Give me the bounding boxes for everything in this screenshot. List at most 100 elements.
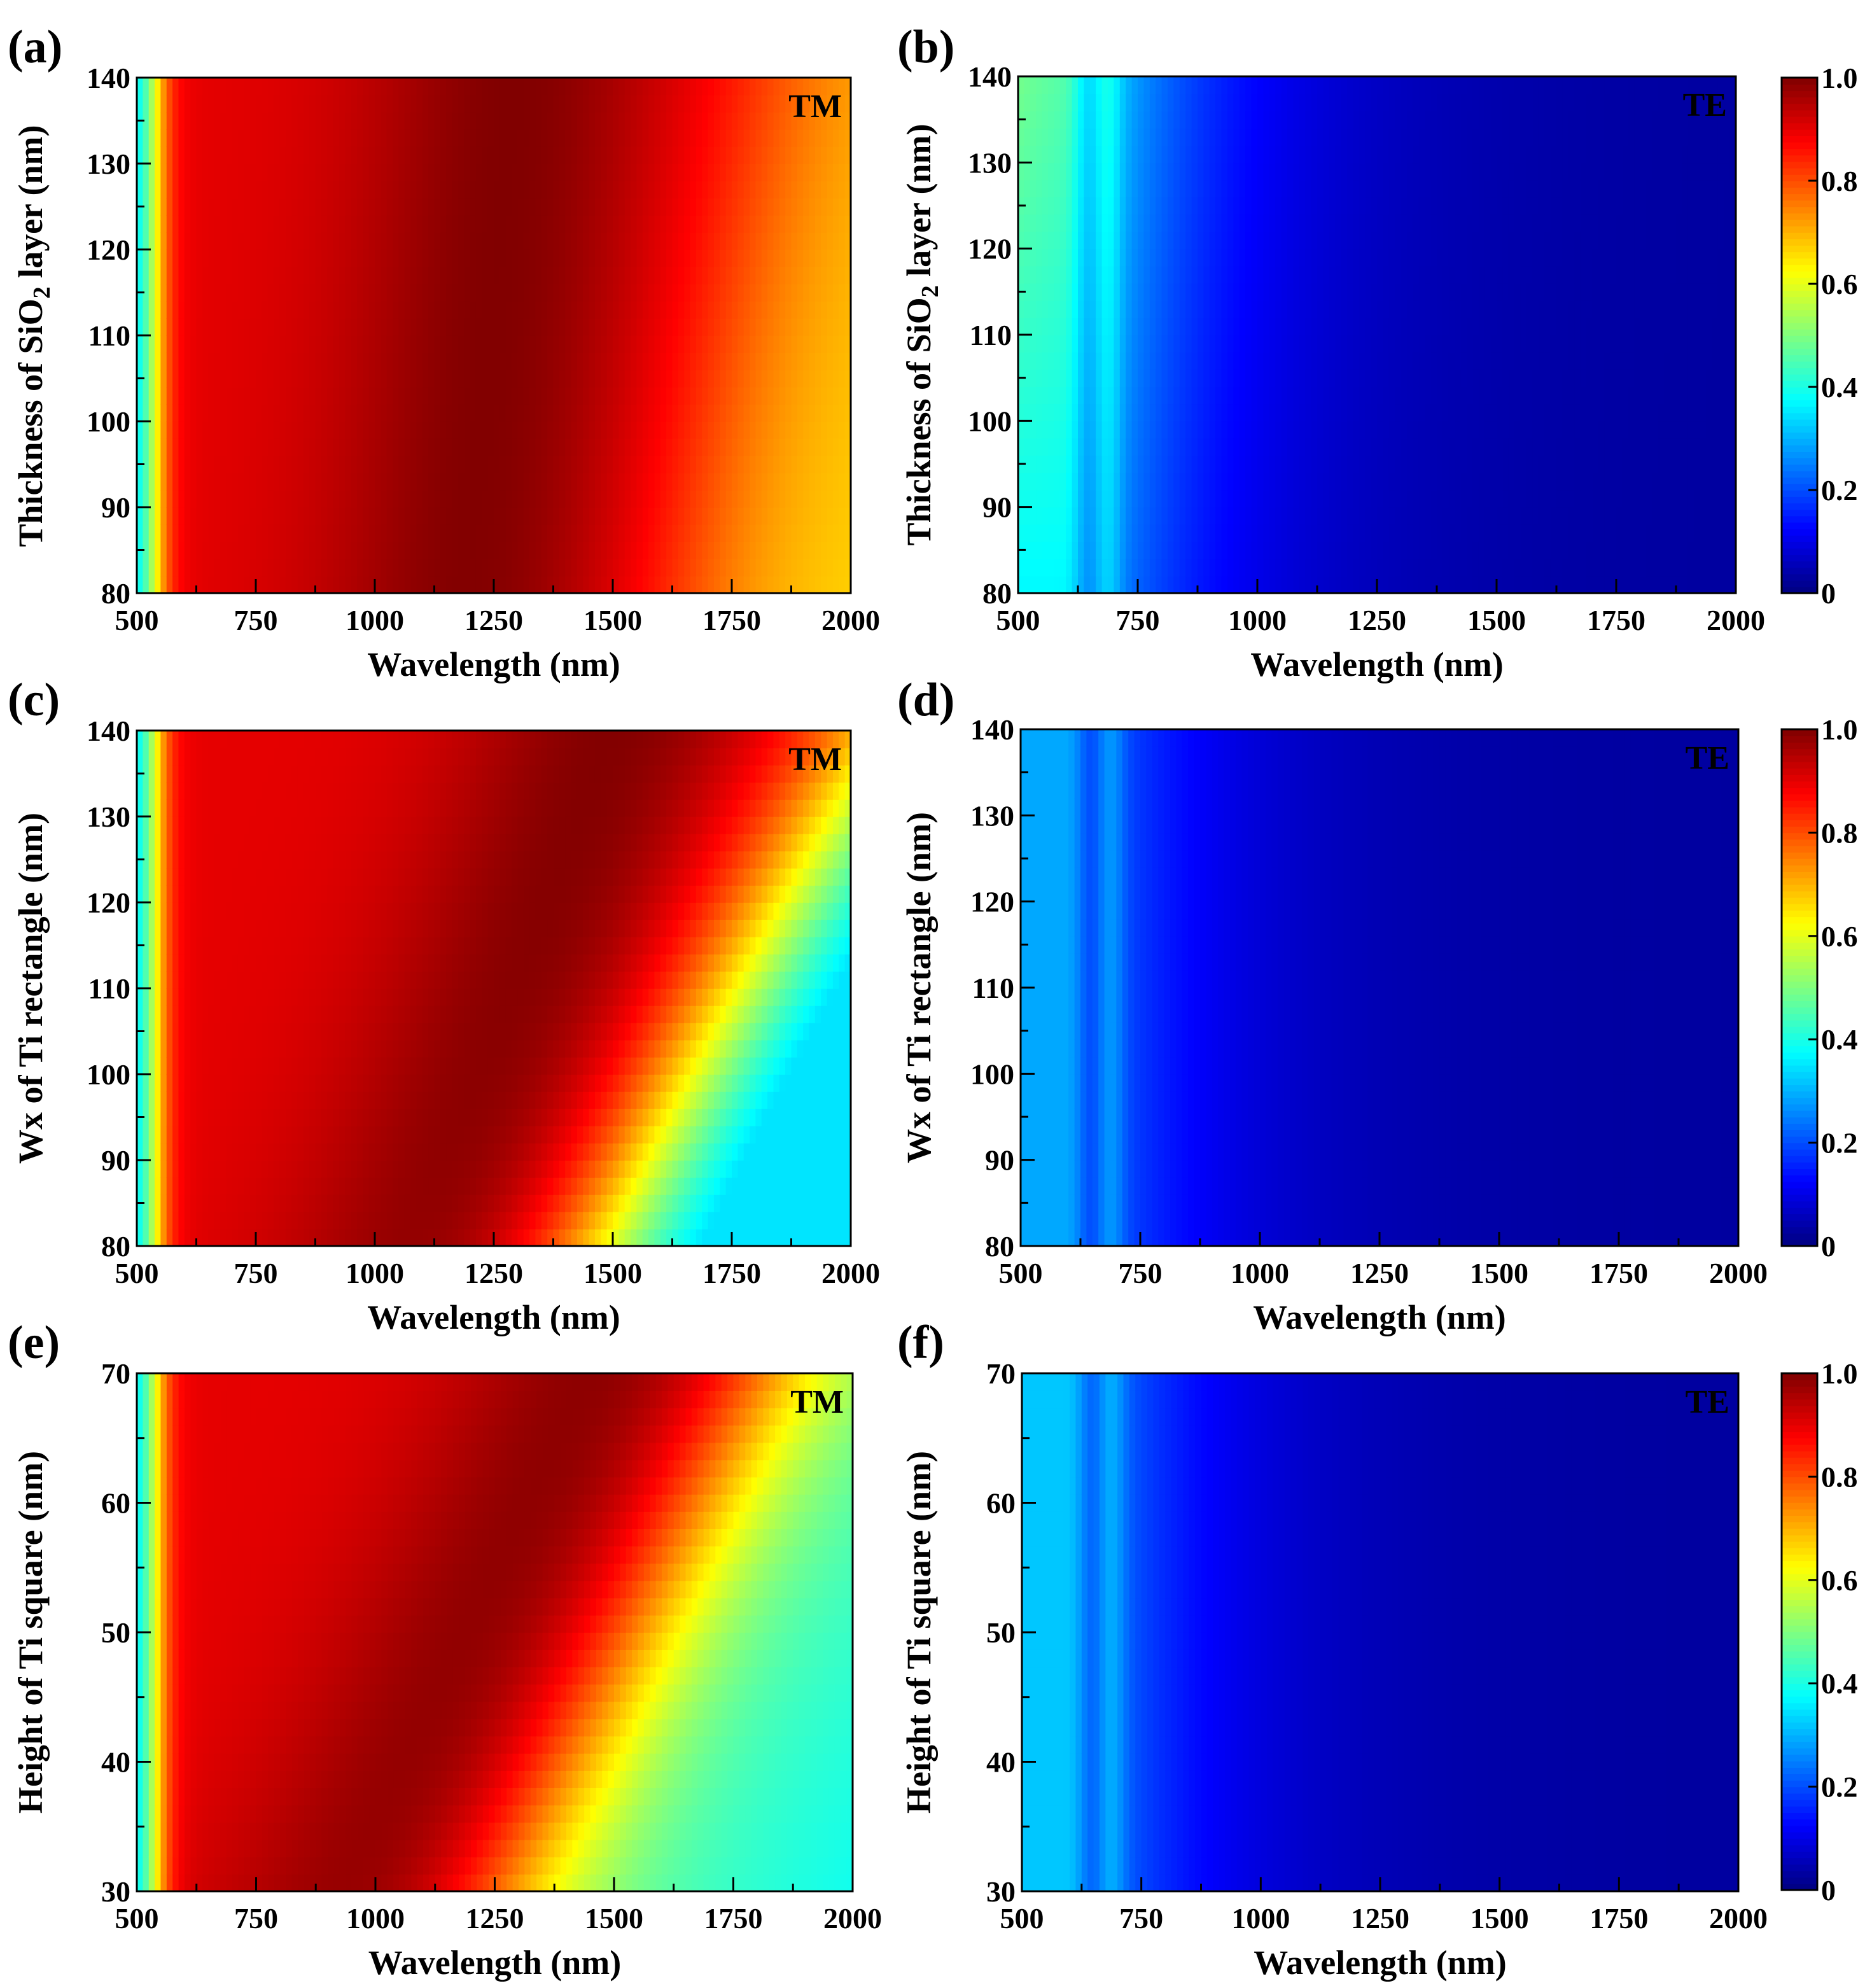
heatmap-cell — [208, 112, 214, 130]
heatmap-cell — [333, 164, 340, 181]
heatmap-cell — [702, 542, 708, 559]
heatmap-cell — [160, 301, 167, 319]
heatmap-cell — [172, 215, 179, 233]
heatmap-cell — [178, 387, 185, 405]
heatmap-cell — [607, 335, 613, 353]
heatmap-cell — [357, 198, 363, 216]
heatmap-cell — [762, 438, 768, 456]
heatmap-cell — [488, 438, 494, 456]
heatmap-cell — [238, 490, 244, 508]
heatmap-cell — [618, 301, 625, 319]
heatmap-cell — [291, 404, 298, 422]
heatmap-cell — [185, 267, 191, 284]
heatmap-cell — [440, 507, 447, 525]
heatmap-cell — [648, 421, 655, 439]
heatmap-cell — [494, 198, 500, 216]
heatmap-cell — [714, 78, 720, 95]
heatmap-cell — [279, 387, 286, 405]
heatmap-cell — [506, 353, 512, 370]
heatmap-cell — [631, 507, 637, 525]
heatmap-cell — [648, 95, 655, 113]
heatmap-cell — [291, 301, 298, 319]
heatmap-cell — [333, 112, 340, 130]
heatmap-cell — [577, 370, 583, 388]
heatmap-cell — [690, 198, 697, 216]
heatmap-cell — [381, 198, 387, 216]
heatmap-cell — [660, 353, 667, 370]
heatmap-cell — [666, 129, 673, 147]
heatmap-cell — [554, 335, 560, 353]
heatmap-cell — [577, 438, 583, 456]
heatmap-cell — [304, 559, 310, 577]
heatmap-cell — [654, 335, 660, 353]
heatmap-cell — [690, 164, 697, 181]
heatmap-cell — [690, 404, 697, 422]
heatmap-cell — [476, 456, 482, 473]
heatmap-cell — [309, 404, 316, 422]
heatmap-cell — [554, 559, 560, 577]
heatmap-cell — [595, 95, 601, 113]
heatmap-cell — [750, 353, 756, 370]
heatmap-cell — [208, 181, 214, 199]
heatmap-cell — [744, 576, 750, 594]
heatmap-cell — [268, 198, 274, 216]
heatmap-cell — [238, 404, 244, 422]
heatmap-cell — [565, 129, 571, 147]
heatmap-cell — [202, 524, 209, 542]
heatmap-cell — [535, 78, 541, 95]
heatmap-cell — [357, 335, 363, 353]
heatmap-cell — [143, 353, 149, 370]
heatmap-cell — [559, 267, 566, 284]
heatmap-cell — [333, 95, 340, 113]
heatmap-cell — [660, 542, 667, 559]
heatmap-cell — [149, 387, 155, 405]
heatmap-cell — [583, 507, 589, 525]
heatmap-cell — [375, 335, 381, 353]
heatmap-cell — [565, 387, 571, 405]
heatmap-cell — [535, 524, 541, 542]
heatmap-cell — [595, 576, 601, 594]
heatmap-cell — [304, 318, 310, 336]
heatmap-cell — [250, 421, 256, 439]
heatmap-cell — [720, 507, 726, 525]
heatmap-cell — [666, 542, 673, 559]
heatmap-cell — [755, 249, 762, 267]
heatmap-cell — [565, 284, 571, 302]
heatmap-cell — [357, 456, 363, 473]
heatmap-cell — [398, 353, 405, 370]
heatmap-cell — [410, 370, 417, 388]
heatmap-cell — [547, 181, 554, 199]
heatmap-cell — [613, 232, 619, 250]
heatmap-cell — [172, 421, 179, 439]
heatmap-cell — [726, 542, 732, 559]
heatmap-cell — [369, 370, 375, 388]
heatmap-cell — [262, 524, 268, 542]
heatmap-cell — [720, 249, 726, 267]
heatmap-cell — [351, 215, 358, 233]
heatmap-cell — [517, 353, 524, 370]
heatmap-cell — [440, 335, 447, 353]
heatmap-cell — [190, 215, 197, 233]
heatmap-cell — [464, 249, 470, 267]
heatmap-cell — [256, 490, 262, 508]
heatmap-cell — [410, 387, 417, 405]
heatmap-cell — [571, 576, 578, 594]
heatmap-cell — [524, 507, 530, 525]
heatmap-cell — [440, 284, 447, 302]
heatmap-cell — [316, 473, 322, 491]
heatmap-cell — [554, 284, 560, 302]
heatmap-cell — [618, 353, 625, 370]
heatmap-cell — [476, 335, 482, 353]
heatmap-cell — [636, 232, 643, 250]
heatmap-cell — [708, 301, 715, 319]
heatmap-cell — [524, 524, 530, 542]
heatmap-cell — [571, 456, 578, 473]
heatmap-cell — [297, 232, 304, 250]
heatmap-cell — [393, 404, 399, 422]
heatmap-cell — [702, 318, 708, 336]
heatmap-cell — [279, 370, 286, 388]
heatmap-cell — [309, 301, 316, 319]
heatmap-cell — [726, 507, 732, 525]
heatmap-cell — [696, 421, 702, 439]
heatmap-cell — [345, 473, 351, 491]
